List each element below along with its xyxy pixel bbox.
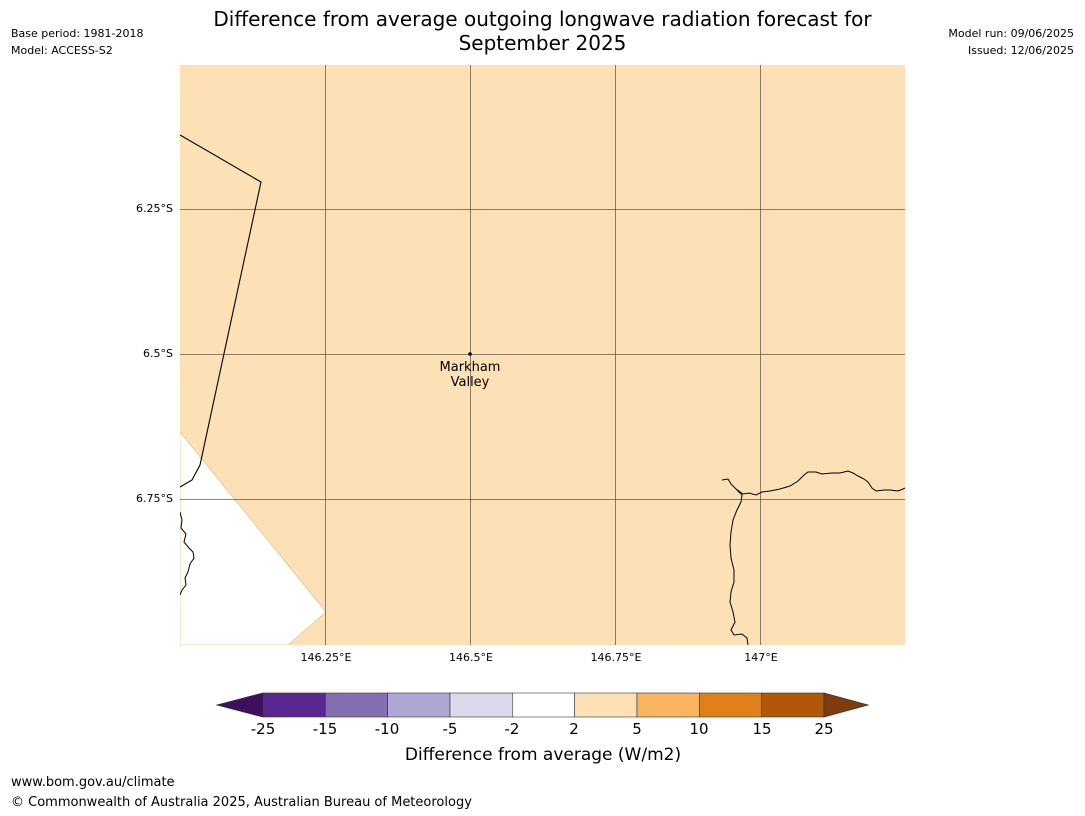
place-label: Markham Valley bbox=[420, 360, 520, 390]
lon-tick-label: 146.25°E bbox=[300, 651, 352, 664]
colorbar-swatch bbox=[574, 692, 638, 718]
colorbar-swatch bbox=[262, 692, 326, 718]
colorbar-tick-label: -5 bbox=[442, 720, 458, 738]
colorbar-swatch bbox=[449, 692, 513, 718]
graticule bbox=[180, 65, 905, 645]
colorbar-tick-label: -15 bbox=[312, 720, 338, 738]
base-period-text: Base period: 1981-2018 bbox=[11, 27, 144, 40]
lon-tick-label: 146.75°E bbox=[590, 651, 642, 664]
colorbar-tick-label: 25 bbox=[814, 720, 834, 738]
map-title-line1: Difference from average outgoing longwav… bbox=[213, 7, 872, 31]
colorbar-swatch bbox=[387, 692, 451, 718]
map-title-line2: September 2025 bbox=[458, 31, 627, 55]
lat-tick-label: 6.25°S bbox=[136, 202, 173, 215]
colorbar-tick-label: -2 bbox=[504, 720, 520, 738]
base-info: Base period: 1981-2018 Model: ACCESS-S2 bbox=[11, 25, 143, 59]
colorbar-tick-label: 15 bbox=[752, 720, 772, 738]
colorbar-extend-max bbox=[823, 692, 870, 718]
lon-tick-label: 146.5°E bbox=[449, 651, 493, 664]
colorbar-extend-min bbox=[215, 692, 264, 718]
map-area bbox=[180, 65, 905, 645]
lon-tick-label: 147°E bbox=[744, 651, 778, 664]
colorbar-tick-label: 5 bbox=[632, 720, 642, 738]
colorbar-label: Difference from average (W/m2) bbox=[404, 745, 682, 765]
colorbar-tick-label: -25 bbox=[250, 720, 276, 738]
colorbar-tick-label: 2 bbox=[569, 720, 579, 738]
colorbar-tick-label: -10 bbox=[374, 720, 400, 738]
colorbar-swatch bbox=[699, 692, 762, 718]
no-data-region bbox=[180, 431, 327, 645]
issued-text: Issued: 12/06/2025 bbox=[967, 44, 1074, 57]
footer-url: www.bom.gov.au/climate bbox=[11, 775, 175, 790]
coastline-west bbox=[180, 511, 195, 596]
colorbar-swatch bbox=[325, 692, 388, 718]
colorbar-swatch bbox=[636, 692, 700, 718]
coastline-north bbox=[721, 470, 905, 496]
place-name-line1: Markham bbox=[439, 360, 501, 375]
place-name-line2: Valley bbox=[450, 375, 490, 390]
lat-tick-label: 6.75°S bbox=[136, 492, 173, 505]
location-marker bbox=[468, 352, 472, 356]
colorbar bbox=[215, 692, 870, 718]
model-text: Model: ACCESS-S2 bbox=[11, 44, 113, 57]
border-line bbox=[180, 134, 262, 488]
run-info: Model run: 09/06/2025 Issued: 12/06/2025 bbox=[948, 25, 1074, 59]
river-coastline bbox=[729, 488, 749, 645]
colorbar-swatch bbox=[512, 692, 575, 718]
map-title: Difference from average outgoing longwav… bbox=[180, 7, 905, 55]
colorbar-swatch bbox=[761, 692, 825, 718]
lat-tick-label: 6.5°S bbox=[143, 347, 173, 360]
footer-copyright: © Commonwealth of Australia 2025, Austra… bbox=[11, 795, 472, 810]
model-run-text: Model run: 09/06/2025 bbox=[948, 27, 1074, 40]
colorbar-tick-label: 10 bbox=[689, 720, 709, 738]
anomaly-fill bbox=[180, 65, 905, 645]
